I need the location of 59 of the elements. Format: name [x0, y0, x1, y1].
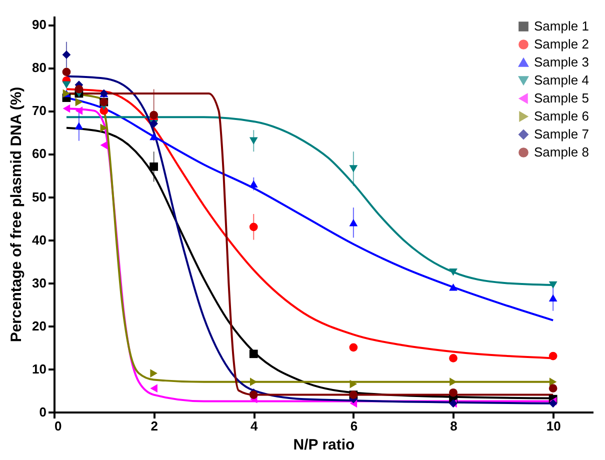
legend-label: Sample 8 [534, 144, 589, 160]
point [349, 343, 358, 352]
point [150, 162, 158, 171]
point [548, 294, 558, 302]
point [62, 68, 71, 76]
point [249, 350, 258, 358]
legend-label: Sample 2 [534, 36, 589, 52]
y-tick-label: 30 [32, 275, 46, 290]
point [548, 281, 558, 289]
point [449, 388, 458, 397]
legend-label: Sample 4 [534, 72, 589, 88]
x-tick-label: 0 [54, 418, 62, 434]
point [349, 218, 358, 226]
y-axis-title: Percentage of free plasmid DNA (%) [8, 86, 26, 342]
y-tick-label: 0 [39, 404, 46, 420]
point [75, 98, 83, 106]
point [249, 137, 258, 144]
point [548, 352, 558, 360]
legend-label: Sample 6 [534, 108, 589, 124]
point [150, 132, 158, 140]
x-tick-label: 4 [250, 418, 259, 434]
point [150, 384, 158, 393]
point [62, 50, 71, 59]
point [450, 378, 457, 386]
point [62, 104, 70, 113]
legend-label: Sample 5 [534, 90, 589, 106]
y-tick-label: 90 [32, 17, 46, 32]
point [548, 384, 558, 392]
point [100, 140, 108, 150]
point [150, 369, 158, 378]
legend-label: Sample 1 [534, 18, 589, 34]
point [449, 268, 458, 276]
point [75, 106, 83, 115]
y-tick-label: 60 [32, 146, 46, 162]
y-tick-label: 70 [32, 103, 46, 118]
point [548, 399, 558, 408]
point [62, 81, 71, 88]
point [249, 390, 258, 399]
x-tick-label: 6 [350, 418, 358, 434]
y-tick-label: 40 [32, 232, 46, 248]
x-tick-label: 2 [150, 418, 158, 434]
legend-label: Sample 7 [534, 126, 589, 142]
point [449, 284, 458, 291]
y-tick-label: 10 [32, 361, 46, 376]
x-tick-label: 10 [546, 418, 561, 434]
y-tick-label: 80 [32, 60, 46, 76]
point [74, 122, 84, 130]
point [449, 354, 458, 362]
y-tick-label: 50 [32, 189, 46, 204]
point [349, 165, 358, 172]
point [150, 110, 158, 120]
x-axis-title: N/P ratio [293, 436, 355, 454]
point [549, 378, 557, 386]
point [249, 180, 258, 188]
point [249, 222, 258, 232]
y-tick-label: 20 [32, 318, 46, 334]
legend-label: Sample 3 [534, 54, 589, 70]
point [350, 380, 358, 388]
x-tick-label: 8 [450, 418, 458, 434]
